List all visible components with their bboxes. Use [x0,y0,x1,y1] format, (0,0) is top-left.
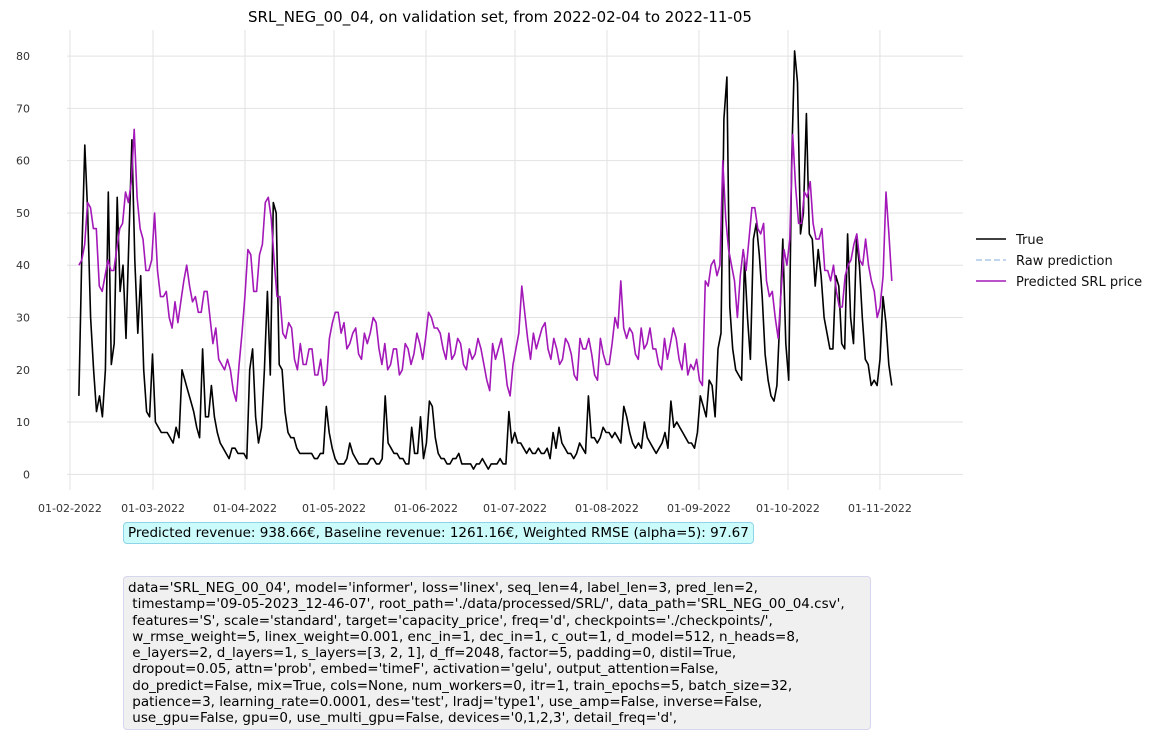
series-line-true [78,50,893,470]
series-lines [78,50,893,470]
metrics-annotation: Predicted revenue: 938.66€, Baseline rev… [123,522,754,544]
x-tick-label: 01-03-2022 [121,502,185,515]
y-tick-label: 80 [16,50,30,63]
x-tick-label: 01-11-2022 [848,502,912,515]
x-axis-ticks: 01-02-2022 01-03-2022 01-04-2022 01-05-2022… [38,502,912,515]
y-tick-label: 40 [16,259,30,272]
y-tick-label: 70 [16,102,30,115]
grid [67,30,963,490]
chart: SRL_NEG_00_04, on validation set, from 2… [16,8,1142,515]
x-tick-label: 01-02-2022 [38,502,102,515]
legend-label-raw-prediction: Raw prediction [1016,254,1113,269]
x-tick-label: 01-10-2022 [756,502,820,515]
x-tick-label: 01-08-2022 [575,502,639,515]
y-tick-label: 60 [16,155,30,168]
legend-label-true: True [1015,233,1044,248]
chart-title: SRL_NEG_00_04, on validation set, from 2… [248,8,752,27]
y-tick-label: 30 [16,312,30,325]
y-axis-ticks: 0 10 20 30 40 50 60 70 80 [16,50,30,481]
x-tick-label: 01-09-2022 [667,502,731,515]
x-tick-label: 01-07-2022 [483,502,547,515]
legend-label-predicted-srl-price: Predicted SRL price [1016,275,1142,290]
x-tick-label: 01-05-2022 [302,502,366,515]
y-tick-label: 50 [16,207,30,220]
series-line-predicted-srl-price [78,128,893,402]
legend: True Raw prediction Predicted SRL price [976,233,1142,290]
y-tick-label: 10 [16,416,30,429]
x-tick-label: 01-04-2022 [213,502,277,515]
x-tick-label: 01-06-2022 [394,502,458,515]
y-tick-label: 20 [16,364,30,377]
config-annotation: data='SRL_NEG_00_04', model='informer', … [123,576,871,730]
y-tick-label: 0 [23,468,30,481]
